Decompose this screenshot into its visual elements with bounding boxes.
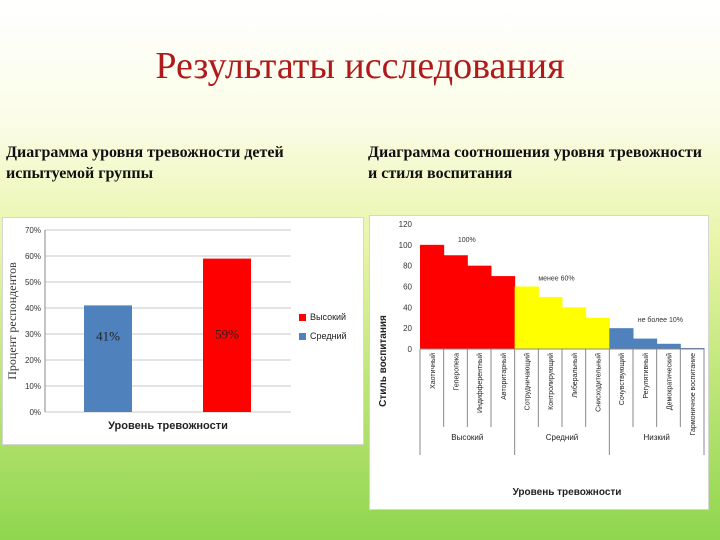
legend-label-high: Высокий [310,312,346,322]
y-axis-title: Процент респондентов [5,262,19,380]
bar [656,343,681,349]
y-tick-label: 80 [403,262,412,271]
bar-medium [84,305,132,412]
group-label: Высокий [451,433,483,442]
right-chart-caption: Диаграмма соотношения уровня тревожности… [368,144,702,182]
bar [443,255,468,349]
group-annotation: не более 10% [638,316,683,324]
group-annotation: 100% [458,237,476,244]
bar [633,338,658,349]
bar [467,265,492,349]
bar [562,307,587,349]
y-tick-label: 70% [25,226,41,235]
y-tick-label: 120 [399,220,413,229]
y-tick-label: 30% [25,330,41,339]
category-label: Гармоничное воспитание [690,353,697,435]
x-axis-title: Уровень тревожности [108,420,228,432]
group-label: Средний [546,433,579,442]
left-chart-caption: Диаграмма уровня тревожности детей испыт… [6,144,284,182]
bar [491,276,516,349]
legend-swatch-high [299,314,306,321]
y-tick-label: 20% [25,356,41,365]
category-label: Хаотичный [429,353,437,389]
y-tick-label: 60 [403,283,412,292]
bar [585,317,610,349]
anxiety-level-chart: 0% 10% 20% 30% 40% 50% 60% 70% 41% 59% Уровень тре… [5,226,347,432]
category-label: Снисходительный [595,353,603,412]
y-tick-label: 100 [399,241,413,250]
y-tick-label: 10% [25,382,41,391]
category-label: Авторитарный [500,353,508,400]
category-label: Сочувствующий [618,353,626,405]
bar [680,347,705,349]
y-tick-label: 0 [408,345,413,354]
y-tick-label: 60% [25,252,41,261]
y-tick-label: 40 [403,303,412,312]
y-tick-label: 20 [403,324,412,333]
bar [514,286,539,349]
category-label: Индифферентный [476,353,484,413]
y-axis-title: Стиль воспитания [378,315,389,407]
data-label-high: 59% [215,327,239,342]
x-axis-title: Уровень тревожности [513,487,622,498]
anxiety-level-chart-panel: 0% 10% 20% 30% 40% 50% 60% 70% 41% 59% Уровень тре… [2,217,364,445]
group-label: Низкий [643,433,669,442]
category-label: Контролирующий [547,353,555,410]
y-tick-label: 50% [25,278,41,287]
y-tick-label: 40% [25,304,41,313]
category-label: Сотрудничающий [524,353,532,410]
bar-high [203,258,251,412]
anxiety-style-chart-panel: 0 20 40 60 80 100 120 Хаотичный Геперопека Индифф… [369,215,709,510]
page-title: Результаты исследования [155,45,565,87]
legend-label-medium: Средний [310,331,347,341]
category-label: Геперопека [454,353,461,391]
bar [538,296,563,349]
legend-swatch-medium [299,333,306,340]
bar [420,244,445,349]
data-label-medium: 41% [96,328,120,343]
y-tick-label: 0% [29,408,41,417]
anxiety-style-chart: 0 20 40 60 80 100 120 Хаотичный Геперопека Индифф… [378,220,705,498]
category-label: Демократический [666,353,674,410]
bar [609,328,634,349]
group-annotation: менее 60% [538,276,574,283]
category-label: Либеральный [571,353,579,398]
category-label: Регулятивный [642,353,650,399]
